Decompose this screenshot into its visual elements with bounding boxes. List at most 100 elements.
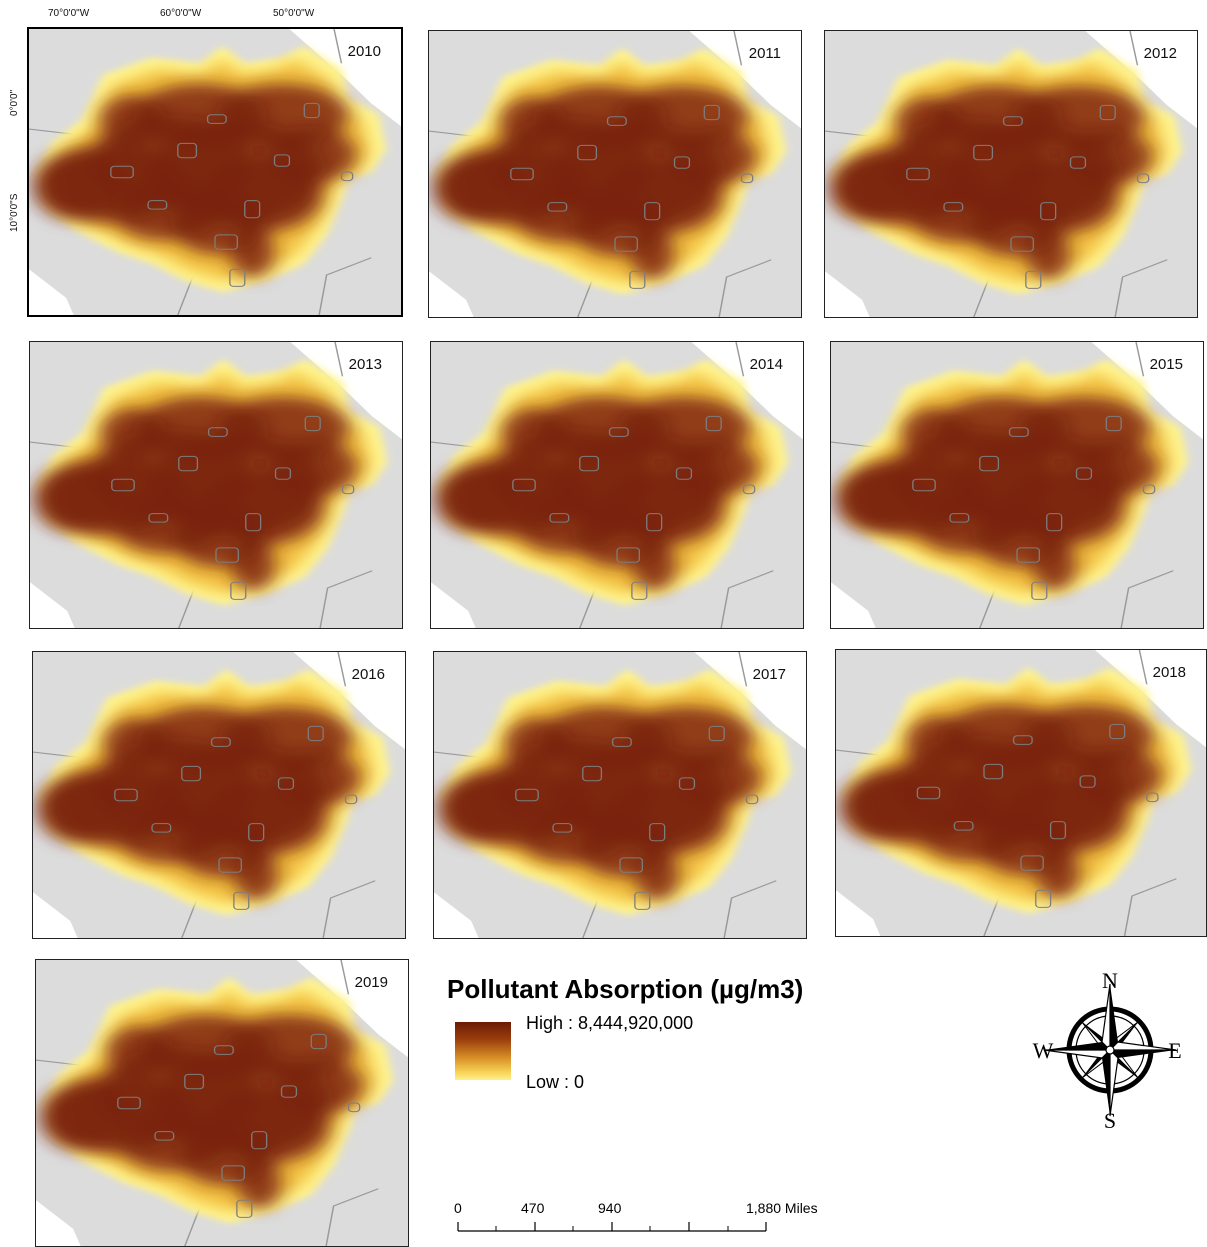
ocean-area bbox=[36, 1200, 81, 1246]
map-panel-2019: 2019 bbox=[35, 959, 409, 1247]
density-hotspot bbox=[917, 804, 1029, 862]
density-hotspot bbox=[103, 717, 171, 770]
ocean-area bbox=[431, 582, 476, 628]
ocean-area bbox=[1085, 31, 1197, 129]
density-hotspot bbox=[117, 1114, 230, 1172]
density-hotspot bbox=[828, 153, 918, 223]
density-hotspot bbox=[672, 749, 762, 807]
density-map bbox=[36, 960, 408, 1246]
density-hotspot bbox=[839, 772, 929, 842]
protected-area-outlines bbox=[111, 415, 355, 600]
ocean-area bbox=[429, 271, 474, 317]
density-hotspot bbox=[1072, 747, 1162, 805]
protected-area-outlines bbox=[110, 102, 354, 287]
map-panel-2017: 2017 bbox=[433, 651, 807, 939]
density-hotspot bbox=[111, 496, 224, 554]
protected-area-outlines bbox=[114, 725, 358, 910]
legend-low-label: Low : 0 bbox=[526, 1072, 585, 1092]
scale-label-0: 0 bbox=[454, 1200, 462, 1216]
compass-s: S bbox=[1104, 1108, 1116, 1133]
density-map bbox=[831, 342, 1203, 628]
compass-e: E bbox=[1168, 1038, 1181, 1063]
year-label: 2017 bbox=[752, 666, 786, 683]
density-hotspot bbox=[1063, 128, 1153, 186]
density-map bbox=[434, 652, 806, 938]
density-hotspot bbox=[33, 464, 123, 534]
density-hotspot bbox=[39, 1082, 129, 1152]
ocean-area bbox=[825, 271, 870, 317]
year-label: 2018 bbox=[1152, 664, 1186, 681]
density-hotspot bbox=[901, 407, 969, 460]
density-map bbox=[431, 342, 803, 628]
year-label: 2010 bbox=[347, 43, 381, 60]
ocean-area bbox=[29, 269, 74, 315]
ocean-area bbox=[289, 29, 401, 127]
density-hotspot bbox=[114, 806, 227, 864]
density-hotspot bbox=[667, 128, 757, 186]
ocean-area bbox=[30, 582, 75, 628]
density-hotspot bbox=[437, 774, 527, 844]
ocean-area bbox=[290, 342, 402, 440]
compass-w: W bbox=[1033, 1038, 1054, 1063]
ocean-area bbox=[434, 892, 479, 938]
density-hotspot bbox=[834, 464, 924, 534]
density-hotspot bbox=[1035, 847, 1081, 899]
ocean-area bbox=[689, 31, 801, 129]
scale-label-1880: 1,880 Miles bbox=[746, 1200, 818, 1216]
density-hotspot bbox=[631, 539, 677, 591]
legend-title: Pollutant Absorption (µg/m3) bbox=[447, 974, 804, 1004]
density-hotspot bbox=[271, 749, 361, 807]
ocean-area bbox=[1091, 342, 1203, 440]
ocean-area bbox=[296, 960, 408, 1058]
map-panel-2011: 2011 bbox=[428, 30, 802, 318]
density-hotspot bbox=[36, 774, 126, 844]
year-label: 2012 bbox=[1143, 45, 1177, 62]
density-map bbox=[33, 652, 405, 938]
map-panel-2013: 2013 bbox=[29, 341, 403, 629]
density-hotspot bbox=[432, 153, 522, 223]
compass-n: N bbox=[1102, 968, 1118, 993]
density-hotspot bbox=[106, 1025, 174, 1078]
density-map bbox=[30, 342, 402, 628]
north-arrow-compass-icon: N S E W bbox=[1033, 968, 1182, 1133]
density-map bbox=[429, 31, 801, 317]
protected-area-outlines bbox=[117, 1033, 361, 1218]
protected-area-outlines bbox=[510, 104, 754, 289]
density-hotspot bbox=[233, 849, 279, 901]
lon-label-70w: 70°0'0"W bbox=[48, 8, 90, 19]
map-panel-2010: 2010 bbox=[27, 27, 403, 317]
map-panel-2015: 2015 bbox=[830, 341, 1204, 629]
protected-area-outlines bbox=[912, 415, 1156, 600]
lat-label-10s: 10°0'0"S bbox=[9, 193, 20, 232]
map-panel-2016: 2016 bbox=[32, 651, 406, 939]
density-hotspot bbox=[1025, 228, 1071, 280]
density-hotspot bbox=[906, 185, 1019, 243]
year-label: 2015 bbox=[1149, 356, 1183, 373]
density-hotspot bbox=[906, 715, 973, 768]
ocean-area bbox=[293, 652, 405, 750]
density-hotspot bbox=[100, 407, 168, 460]
density-map bbox=[836, 650, 1206, 936]
map-panel-2012: 2012 bbox=[824, 30, 1198, 318]
legend-color-ramp bbox=[455, 1022, 511, 1080]
year-label: 2011 bbox=[748, 45, 781, 62]
lat-label-equator: 0°0'0" bbox=[9, 89, 20, 116]
map-panel-2018: 2018 bbox=[835, 649, 1207, 937]
scale-label-940: 940 bbox=[598, 1200, 622, 1216]
year-label: 2013 bbox=[348, 356, 382, 373]
density-hotspot bbox=[501, 407, 569, 460]
scale-label-470: 470 bbox=[521, 1200, 545, 1216]
density-hotspot bbox=[510, 185, 623, 243]
ocean-area bbox=[691, 342, 803, 440]
year-label: 2014 bbox=[749, 356, 783, 373]
density-hotspot bbox=[895, 96, 963, 149]
density-hotspot bbox=[669, 439, 759, 497]
density-hotspot bbox=[1069, 439, 1159, 497]
lon-label-50w: 50°0'0"W bbox=[273, 8, 315, 19]
density-hotspot bbox=[499, 96, 567, 149]
density-hotspot bbox=[434, 464, 524, 534]
density-hotspot bbox=[912, 496, 1025, 554]
year-label: 2019 bbox=[354, 974, 388, 991]
density-hotspot bbox=[99, 94, 167, 147]
ocean-area bbox=[836, 890, 881, 936]
